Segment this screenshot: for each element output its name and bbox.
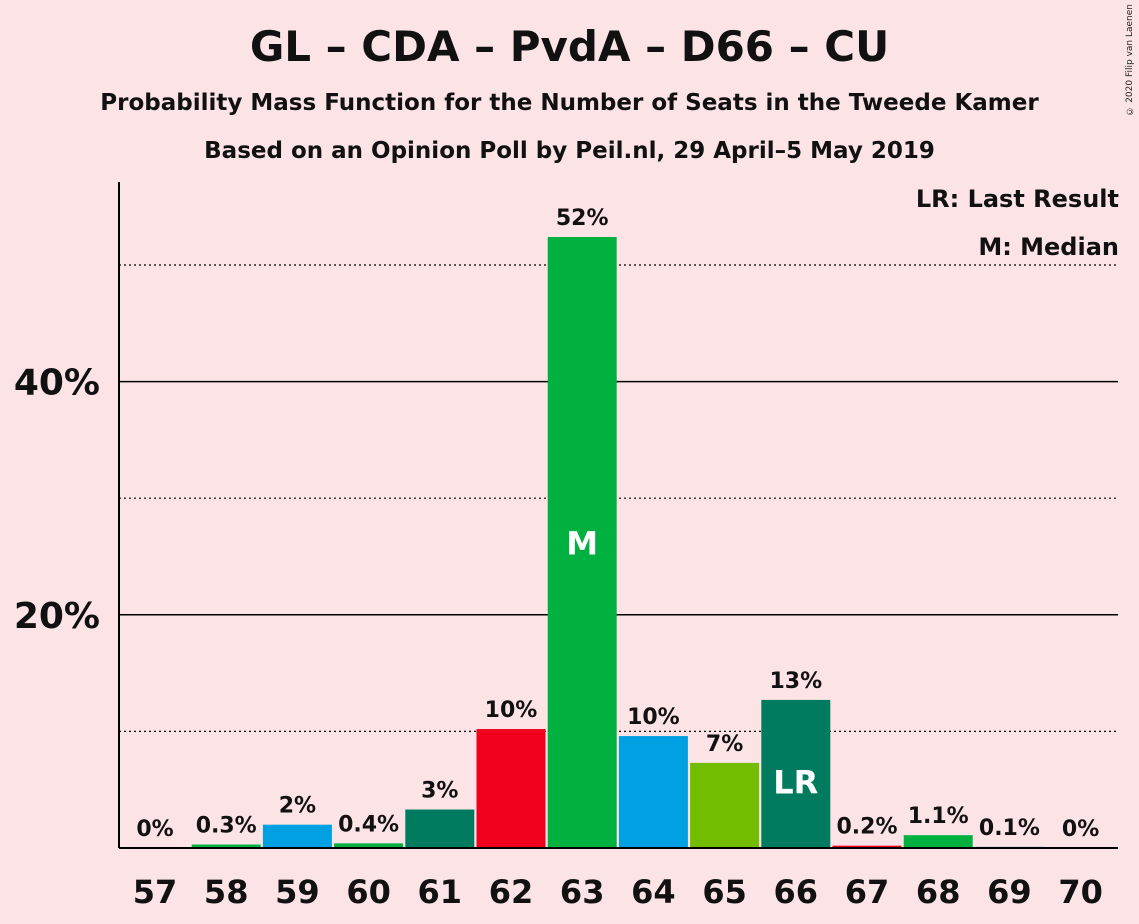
x-tick-58: 58 — [204, 873, 249, 911]
bar-marker-LR: LR — [773, 763, 818, 801]
data-label-62: 10% — [485, 698, 538, 723]
bar-64 — [618, 736, 688, 848]
data-label-59: 2% — [279, 794, 316, 819]
chart-title: GL – CDA – PvdA – D66 – CU — [249, 22, 890, 71]
bar-62 — [476, 729, 546, 848]
x-tick-65: 65 — [702, 873, 747, 911]
x-tick-62: 62 — [489, 873, 534, 911]
data-label-63: 52% — [556, 206, 609, 231]
bar-58 — [191, 844, 261, 848]
data-label-57: 0% — [136, 817, 173, 842]
x-tick-61: 61 — [418, 873, 463, 911]
x-tick-67: 67 — [845, 873, 890, 911]
x-tick-68: 68 — [916, 873, 961, 911]
chart-source-subtitle: Based on an Opinion Poll by Peil.nl, 29 … — [204, 138, 935, 164]
x-tick-70: 70 — [1058, 873, 1103, 911]
bar-68 — [903, 835, 973, 848]
x-tick-59: 59 — [275, 873, 320, 911]
y-tick-20: 20% — [14, 596, 100, 637]
data-label-70: 0% — [1062, 817, 1099, 842]
bar-65 — [690, 762, 760, 848]
data-label-61: 3% — [421, 779, 458, 804]
bar-61 — [405, 809, 475, 848]
bar-marker-M: M — [566, 525, 598, 563]
x-tick-66: 66 — [774, 873, 819, 911]
data-label-64: 10% — [627, 705, 680, 730]
x-tick-60: 60 — [346, 873, 391, 911]
data-label-58: 0.3% — [196, 814, 257, 839]
bar-59 — [262, 824, 332, 848]
bar-66 — [761, 699, 831, 848]
x-tick-63: 63 — [560, 873, 605, 911]
data-label-66: 13% — [769, 669, 822, 694]
data-label-65: 7% — [706, 732, 743, 757]
data-label-69: 0.1% — [979, 816, 1040, 841]
y-tick-40: 40% — [14, 363, 100, 404]
legend-median: M: Median — [978, 233, 1119, 261]
data-label-68: 1.1% — [908, 804, 969, 829]
bar-60 — [334, 843, 404, 848]
x-tick-69: 69 — [987, 873, 1032, 911]
x-tick-57: 57 — [133, 873, 178, 911]
bar-63 — [547, 237, 617, 849]
bar-67 — [832, 845, 902, 848]
chart-subtitle: Probability Mass Function for the Number… — [100, 90, 1039, 116]
data-label-67: 0.2% — [836, 815, 897, 840]
x-tick-64: 64 — [631, 873, 676, 911]
legend-last-result: LR: Last Result — [915, 185, 1119, 213]
data-label-60: 0.4% — [338, 812, 399, 837]
